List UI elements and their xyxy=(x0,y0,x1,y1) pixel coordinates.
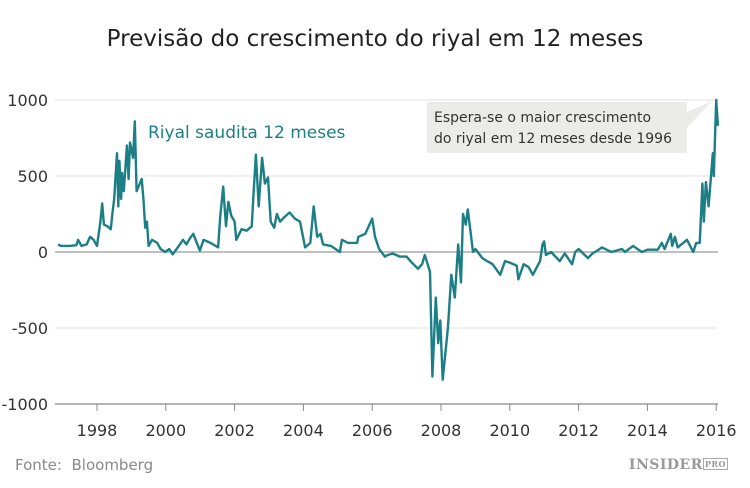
annotation-box: Espera-se o maior crescimento do riyal e… xyxy=(427,101,712,153)
x-tick-label: 2006 xyxy=(352,421,393,440)
y-tick-label: -500 xyxy=(12,319,48,338)
x-tick-label: 2010 xyxy=(489,421,530,440)
series-line xyxy=(57,98,720,381)
y-tick-label: 0 xyxy=(38,243,48,262)
series-label: Riyal saudita 12 meses xyxy=(148,123,346,143)
chart-title: Previsão do crescimento do riyal em 12 m… xyxy=(106,26,644,52)
x-tick-label: 2008 xyxy=(421,421,462,440)
x-tick-label: 2014 xyxy=(627,421,668,440)
y-axis: 1000 500 0 -500 -1000 xyxy=(2,91,49,414)
x-tick-label: 2012 xyxy=(558,421,599,440)
x-tick-label: 2016 xyxy=(696,421,737,440)
annotation-line-2: do riyal em 12 meses desde 1996 xyxy=(434,131,672,147)
x-tick-label: 2000 xyxy=(145,421,186,440)
x-tick-label: 2004 xyxy=(283,421,324,440)
annotation-line-1: Espera-se o maior crescimento xyxy=(434,110,651,126)
x-tick-label: 1998 xyxy=(77,421,118,440)
source-note: Fonte: Bloomberg xyxy=(15,456,153,474)
y-tick-label: 1000 xyxy=(7,91,48,110)
x-axis: 1998 2000 2002 2004 2006 2008 2010 2012 2014 2016 xyxy=(77,404,737,440)
x-tick-label: 2002 xyxy=(214,421,255,440)
y-tick-label: 500 xyxy=(17,167,48,186)
y-tick-label: -1000 xyxy=(2,395,49,414)
source-label: Fonte: xyxy=(15,456,62,474)
source-name: Bloomberg xyxy=(71,456,154,474)
insider-pro-logo: INSIDER PRO xyxy=(628,457,728,473)
